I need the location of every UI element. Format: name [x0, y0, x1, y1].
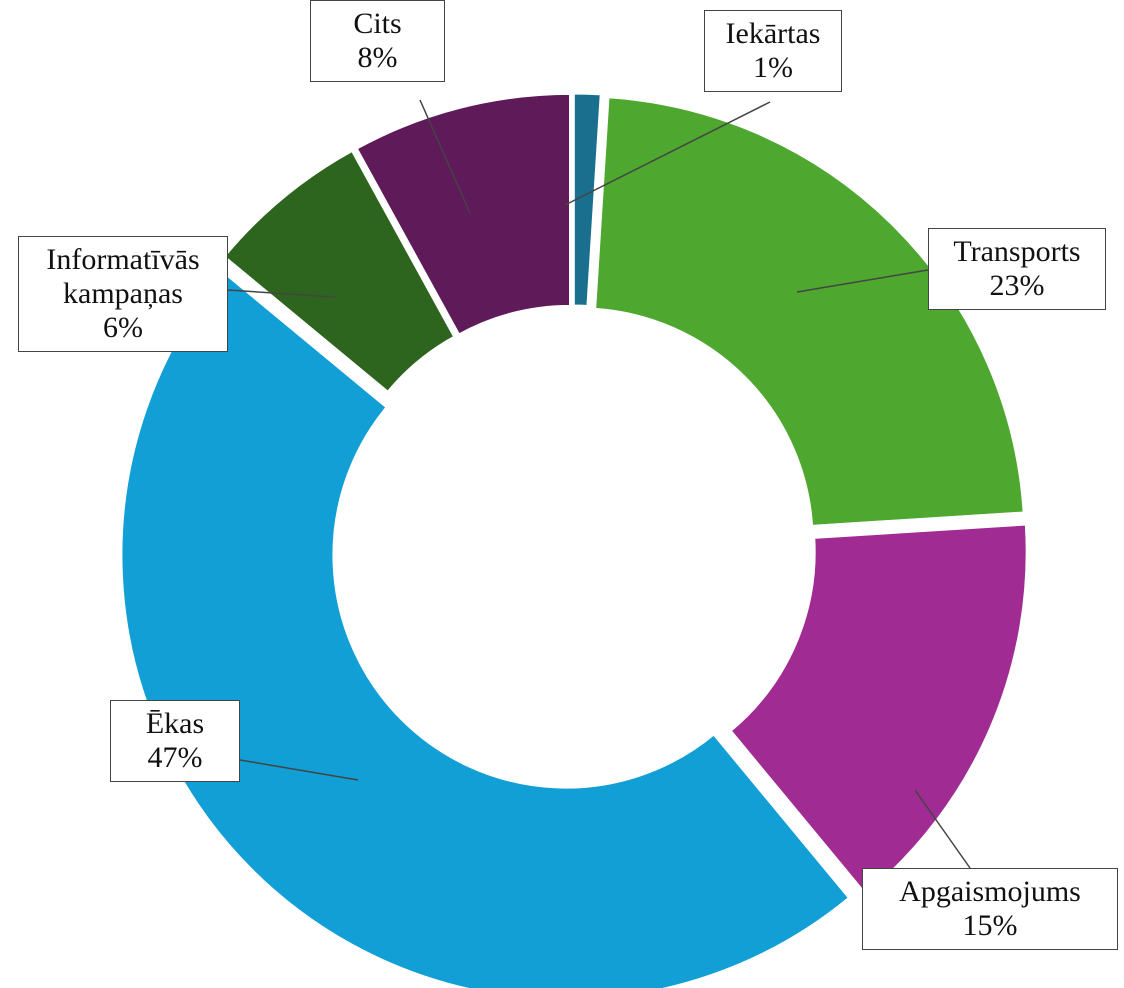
label-value: 15% — [867, 909, 1113, 943]
label-value: 6% — [23, 311, 223, 345]
label-category: Iekārtas — [709, 17, 837, 51]
label-value: 47% — [115, 741, 235, 775]
label-category: Ēkas — [115, 707, 235, 741]
label-value: 23% — [933, 269, 1101, 303]
label-category: Apgaismojums — [867, 875, 1113, 909]
label-category: Transports — [933, 235, 1101, 269]
label-category: Cits — [315, 7, 440, 41]
donut-slice — [595, 97, 1025, 527]
label-value: 8% — [315, 41, 440, 75]
donut-slice — [121, 271, 850, 988]
label-value: 1% — [709, 51, 837, 85]
chart — [0, 0, 1124, 988]
page: (() => { const data = JSON.parse(documen… — [0, 0, 1124, 988]
label-category: Informatīvās kampaņas — [23, 243, 223, 311]
